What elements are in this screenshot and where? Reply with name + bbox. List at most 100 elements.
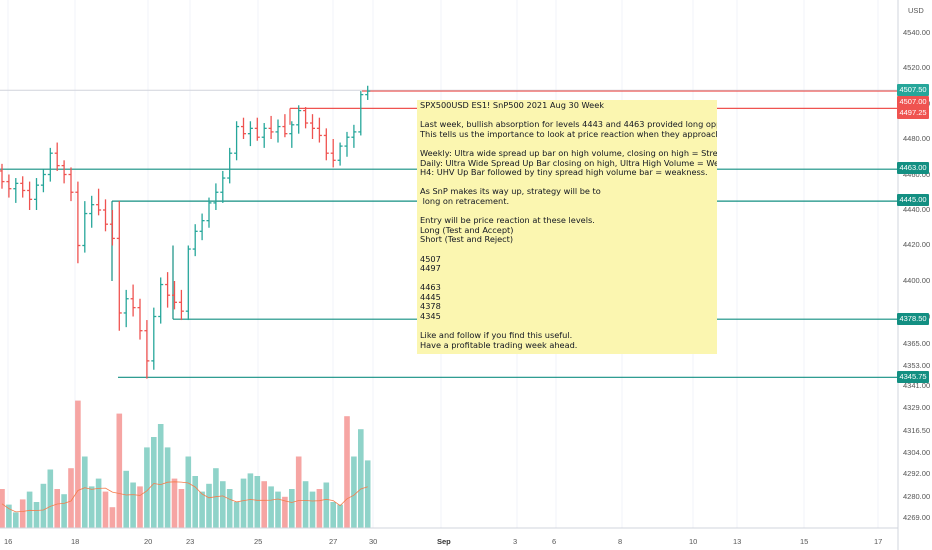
time-tick-label: Sep (437, 537, 451, 546)
volume-bar (82, 456, 88, 528)
ohlc-bar (220, 170, 226, 203)
price-tick-label: 4341.00 (903, 381, 931, 390)
price-tick-label: 4292.00 (903, 469, 931, 478)
time-tick-label: 23 (186, 537, 195, 546)
price-tick-label: 4269.00 (903, 513, 931, 522)
volume-bar (61, 494, 67, 528)
volume-bar (247, 473, 254, 528)
ohlc-bar (40, 169, 46, 193)
ohlc-bar (34, 178, 39, 210)
ohlc-bar (185, 245, 191, 321)
ohlc-bar (192, 224, 198, 257)
price-tick-label: 4440.00 (903, 205, 931, 214)
note-line: 4507 (420, 253, 441, 264)
volume-bar (309, 491, 316, 528)
note-line: 4345 (420, 311, 441, 322)
ohlc-bar (289, 121, 295, 148)
note-line: 4378 (420, 301, 441, 312)
volume-bar (130, 482, 136, 528)
ohlc-bar (6, 174, 12, 198)
volume-bar (164, 447, 171, 528)
price-level-label: 4345.75 (897, 371, 929, 383)
time-tick-label: 3 (513, 537, 518, 546)
volume-bar (213, 468, 219, 528)
note-line: Entry will be price reaction at these le… (420, 215, 595, 226)
price-tick-label: 4316.50 (903, 426, 931, 435)
volume-bar (54, 489, 60, 528)
volume-bar (19, 499, 26, 528)
price-tick-label: 4480.00 (903, 134, 931, 143)
volume-bar (151, 437, 157, 528)
analysis-note[interactable]: SPX500USD ES1! SnP500 2021 Aug 30 Week L… (417, 100, 717, 354)
ohlc-bar (358, 91, 364, 136)
ohlc-bar (116, 201, 122, 331)
time-tick-label: 18 (71, 537, 80, 546)
volume-bar (68, 468, 74, 528)
volume-bars (0, 400, 371, 528)
volume-bar (295, 456, 302, 528)
ohlc-bar (130, 284, 136, 317)
ohlc-bar (282, 114, 288, 138)
volume-bar (13, 512, 19, 528)
ohlc-bar (61, 160, 67, 184)
volume-bar (95, 478, 102, 528)
volume-bar (40, 483, 47, 528)
volume-bar (226, 489, 233, 528)
time-tick-label: 13 (733, 537, 742, 546)
ohlc-bar (330, 139, 336, 168)
price-tick-label: 4353.00 (903, 361, 931, 370)
ohlc-bar (316, 117, 322, 143)
volume-bar (240, 478, 247, 528)
ohlc-bar (75, 181, 81, 264)
volume-bar (75, 400, 81, 528)
volume-bar (289, 489, 295, 528)
note-line: 4497 (420, 263, 441, 274)
note-line: Daily: Ultra Wide Spread Up Bar closing … (420, 157, 717, 168)
volume-bar (102, 491, 109, 528)
price-tick-label: 4540.00 (903, 28, 931, 37)
price-tick-label: 4520.00 (903, 63, 931, 72)
volume-bar (344, 416, 350, 528)
ohlc-bar (54, 142, 60, 171)
ohlc-bar (310, 114, 315, 139)
ohlc-bar (151, 307, 157, 370)
ohlc-bar (165, 272, 171, 308)
volume-bar (261, 481, 267, 528)
ohlc-bar (178, 289, 184, 321)
volume-bar (254, 476, 261, 528)
time-tick-label: 20 (144, 537, 153, 546)
note-line: This tells us the importance to look at … (420, 128, 717, 139)
volume-bar (137, 486, 143, 528)
ohlc-bar (261, 123, 267, 148)
ohlc-bar (227, 147, 233, 184)
ohlc-bar (137, 298, 143, 340)
volume-bar (220, 481, 226, 528)
ohlc-bars (0, 85, 371, 379)
time-tick-label: 30 (369, 537, 378, 546)
volume-bar (351, 456, 357, 528)
volume-bar (316, 489, 323, 528)
ohlc-bar (296, 105, 302, 134)
currency-label: USD (908, 6, 924, 15)
ohlc-bar (206, 197, 212, 228)
ohlc-bar (123, 289, 129, 328)
ohlc-bar (47, 147, 53, 182)
volume-bar (6, 504, 12, 528)
note-line: Like and follow if you find this useful. (420, 330, 573, 341)
volume-bar (109, 507, 116, 528)
note-line: Long (Test and Accept) (420, 224, 514, 235)
ohlc-bar (365, 85, 371, 100)
volume-bar (157, 424, 164, 528)
ohlc-bar (13, 178, 19, 203)
note-line: As SnP makes its way up, strategy will b… (420, 186, 601, 197)
time-tick-label: 16 (4, 537, 13, 546)
ohlc-bar (96, 188, 102, 216)
ohlc-bar (27, 181, 33, 210)
volume-moving-average (1, 481, 368, 513)
ohlc-bar (158, 277, 164, 324)
time-tick-label: 15 (800, 537, 809, 546)
note-line: Weekly: Ultra wide spread up bar on high… (420, 147, 717, 158)
time-tick-label: 17 (874, 537, 883, 546)
volume-bar (358, 429, 364, 528)
